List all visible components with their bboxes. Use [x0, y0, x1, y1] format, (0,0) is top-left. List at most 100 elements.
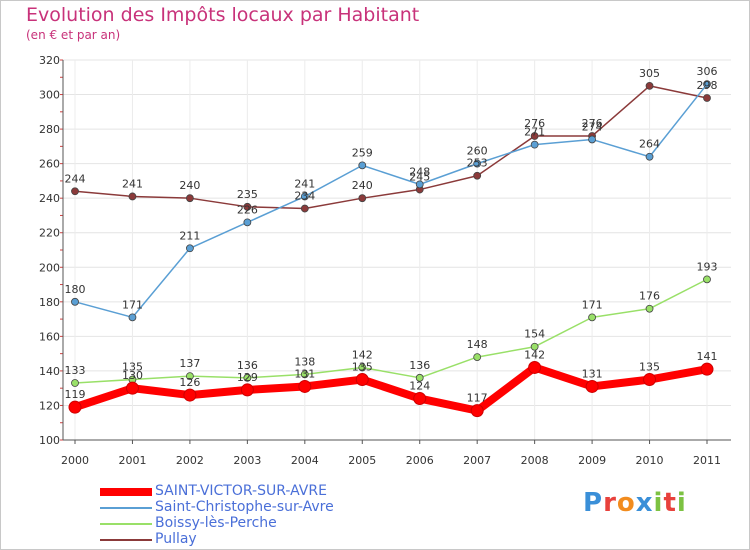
series-line — [71, 363, 711, 415]
data-point — [128, 192, 137, 201]
series-saint-christophe-sur-avre — [71, 80, 711, 322]
data-point — [240, 383, 254, 397]
data-label: 148 — [467, 338, 488, 351]
data-label: 154 — [524, 328, 545, 341]
data-label: 245 — [409, 171, 430, 184]
data-label: 138 — [294, 355, 315, 368]
data-label: 234 — [294, 190, 315, 203]
data-point — [358, 194, 367, 203]
data-labels: 119 130 126 129 131 135 124 117 142 131 135 141 180 1… — [65, 65, 718, 404]
logo-letter: P — [583, 488, 604, 518]
y-tick-label: 220 — [39, 227, 60, 240]
data-point — [645, 82, 654, 90]
data-label: 135 — [122, 361, 143, 374]
y-tick-label: 120 — [39, 399, 60, 412]
data-label: 142 — [524, 348, 545, 361]
x-tick-label: 2001 — [118, 454, 146, 467]
legend-label: Saint-Christophe-sur-Avre — [155, 499, 334, 515]
x-tick-label: 2000 — [61, 454, 89, 467]
data-label: 298 — [697, 79, 718, 92]
data-label: 171 — [122, 298, 143, 311]
y-tick-label: 160 — [39, 330, 60, 343]
legend-swatch — [100, 488, 152, 496]
data-point — [530, 140, 539, 149]
data-label: 131 — [294, 367, 315, 380]
legend-label: Pullay — [155, 531, 197, 547]
logo-letter: x — [635, 488, 654, 518]
data-label: 119 — [65, 388, 86, 401]
x-tick-label: 2003 — [233, 454, 261, 467]
chart-subtitle: (en € et par an) — [26, 28, 121, 42]
logo-letter: i — [676, 488, 687, 518]
chart-title: Evolution des Impôts locaux par Habitant — [26, 4, 420, 26]
x-tick-label: 2008 — [521, 454, 549, 467]
data-point — [68, 400, 82, 414]
y-tick-label: 140 — [39, 365, 60, 378]
legend-swatch — [100, 523, 152, 525]
data-label: 241 — [294, 177, 315, 190]
logo-letter: r — [603, 488, 617, 518]
data-point — [703, 94, 711, 102]
data-point — [703, 80, 711, 89]
data-label: 226 — [237, 203, 258, 216]
logo-letter: i — [653, 488, 664, 518]
logo-letter: t — [663, 488, 677, 518]
data-label: 117 — [467, 392, 488, 405]
data-label: 240 — [179, 179, 200, 192]
x-tick-label: 2004 — [291, 454, 319, 467]
data-point — [186, 372, 194, 380]
data-label: 129 — [237, 371, 258, 384]
axes: 100 120 140 160 180 200 220 240 260 280 300 320 2000… — [39, 54, 731, 467]
data-point — [71, 187, 79, 196]
logo-letter: o — [616, 488, 636, 518]
data-point — [125, 381, 139, 395]
data-label: 260 — [467, 145, 488, 158]
data-point — [71, 379, 79, 387]
data-point — [700, 362, 714, 376]
data-point — [300, 192, 309, 201]
data-point — [243, 202, 252, 211]
data-point — [530, 132, 539, 140]
data-point — [300, 204, 309, 213]
x-tick-label: 2007 — [463, 454, 491, 467]
y-tick-label: 320 — [39, 54, 60, 67]
y-tick-label: 200 — [39, 261, 60, 274]
data-point — [588, 313, 596, 322]
data-point — [703, 275, 711, 284]
data-label: 137 — [179, 357, 200, 370]
data-point — [415, 373, 424, 382]
data-point — [186, 244, 194, 253]
data-point — [358, 161, 367, 170]
data-label: 193 — [697, 260, 718, 273]
y-tick-label: 300 — [39, 89, 60, 102]
series-group — [68, 80, 714, 418]
data-point — [473, 159, 482, 168]
data-point — [473, 171, 482, 180]
data-label: 126 — [179, 376, 200, 389]
series-line — [74, 83, 708, 319]
data-point — [413, 392, 427, 406]
legend-swatch — [100, 507, 152, 509]
data-label: 253 — [467, 157, 488, 170]
data-label: 274 — [582, 120, 603, 133]
data-label: 264 — [639, 138, 660, 151]
data-point — [243, 373, 252, 382]
data-label: 211 — [179, 229, 200, 242]
data-label: 124 — [409, 380, 430, 393]
data-point — [243, 218, 252, 227]
data-label: 241 — [122, 177, 143, 190]
x-tick-label: 2009 — [578, 454, 606, 467]
data-point — [473, 353, 482, 361]
data-label: 240 — [352, 179, 373, 192]
data-label: 244 — [65, 172, 86, 185]
series-saint-victor-sur-avre — [68, 360, 714, 418]
data-label: 176 — [639, 290, 660, 303]
x-tick-label: 2006 — [406, 454, 434, 467]
data-point — [186, 194, 194, 203]
data-point — [355, 373, 369, 387]
data-label: 131 — [582, 367, 603, 380]
data-label: 305 — [639, 67, 660, 80]
data-point — [183, 388, 197, 402]
data-point — [528, 360, 542, 374]
